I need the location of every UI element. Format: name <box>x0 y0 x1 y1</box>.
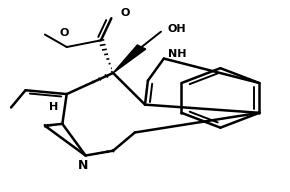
Polygon shape <box>113 45 146 73</box>
Text: O: O <box>59 28 68 38</box>
Text: NH: NH <box>168 49 186 59</box>
Text: N: N <box>77 159 88 172</box>
Text: OH: OH <box>168 24 186 34</box>
Text: H: H <box>49 102 58 112</box>
Text: O: O <box>120 8 130 18</box>
